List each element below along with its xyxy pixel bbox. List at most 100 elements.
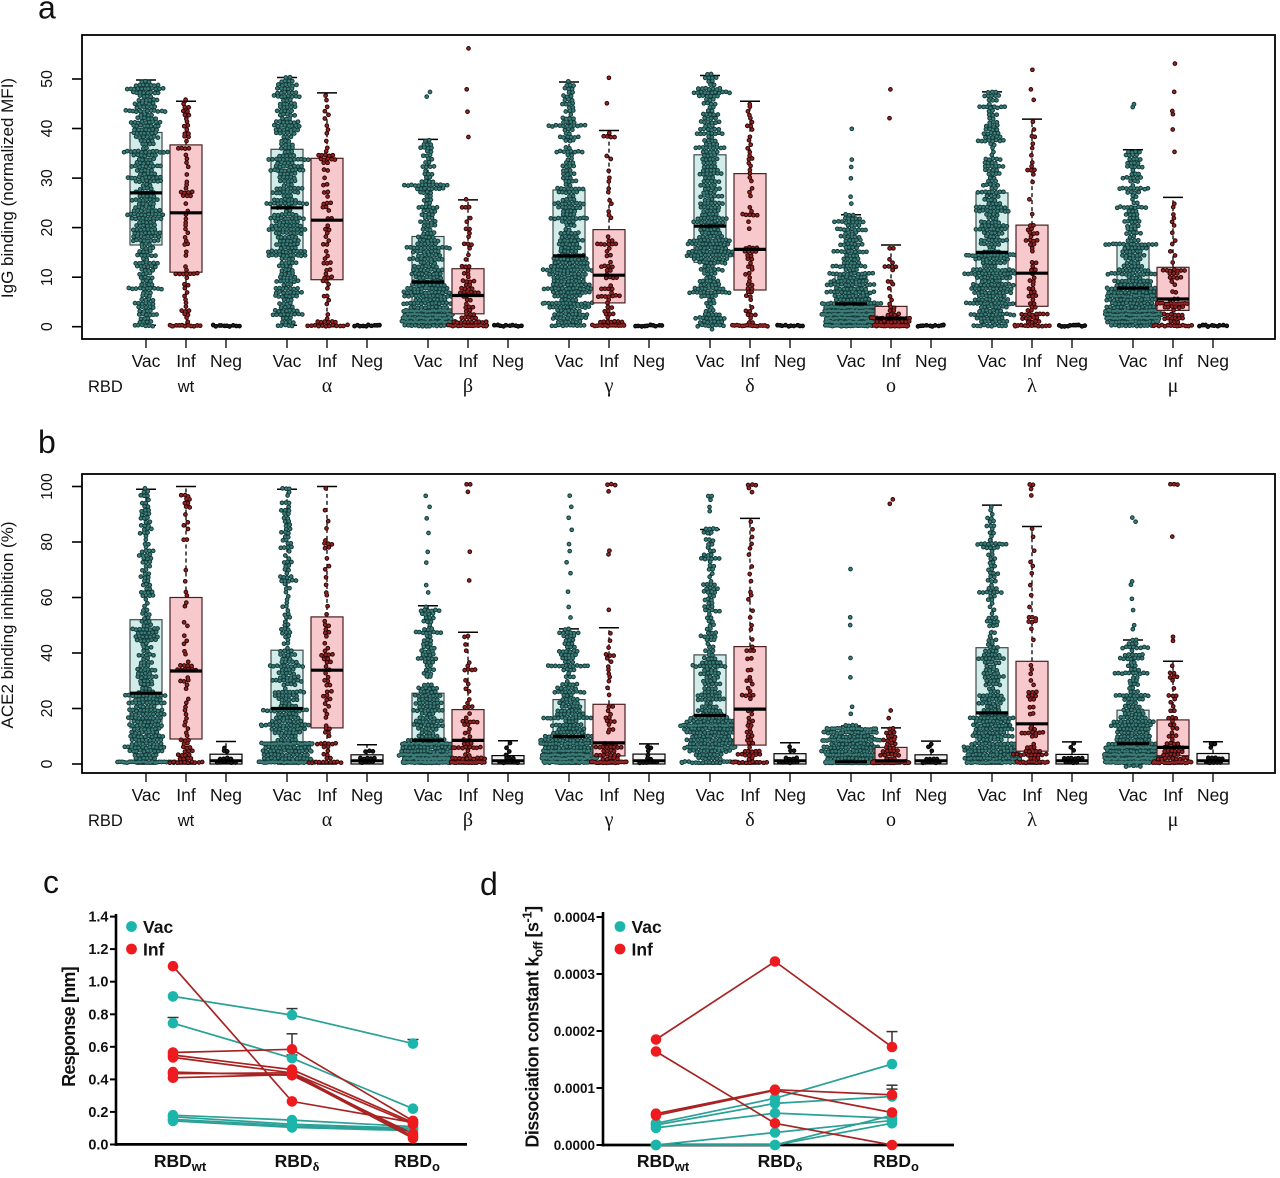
svg-text:Vac: Vac (978, 785, 1007, 805)
svg-text:0.0003: 0.0003 (554, 967, 596, 982)
svg-text:d: d (480, 866, 498, 902)
svg-text:Inf: Inf (1163, 351, 1183, 371)
svg-text:10: 10 (39, 268, 56, 286)
svg-text:RBDo: RBDo (394, 1151, 440, 1174)
svg-text:100: 100 (39, 473, 56, 500)
svg-text:RBDo: RBDo (873, 1151, 919, 1174)
svg-text:Neg: Neg (210, 785, 242, 805)
svg-text:Vac: Vac (1119, 351, 1148, 371)
svg-text:Response [nm]: Response [nm] (59, 967, 79, 1087)
svg-text:Neg: Neg (915, 785, 947, 805)
svg-text:ο: ο (886, 375, 896, 397)
svg-text:Dissociation constant koff [s-: Dissociation constant koff [s-1] (520, 906, 546, 1147)
svg-text:α: α (322, 375, 333, 397)
svg-text:0: 0 (39, 322, 56, 331)
svg-text:β: β (463, 809, 473, 831)
svg-text:Inf: Inf (599, 785, 619, 805)
svg-text:Vac: Vac (414, 785, 443, 805)
svg-text:γ: γ (604, 809, 614, 831)
svg-text:RBD: RBD (88, 378, 123, 396)
svg-text:γ: γ (604, 375, 614, 397)
svg-text:Neg: Neg (1056, 785, 1088, 805)
svg-text:Neg: Neg (210, 351, 242, 371)
svg-text:Vac: Vac (1119, 785, 1148, 805)
svg-text:μ: μ (1168, 809, 1179, 831)
svg-text:λ: λ (1027, 375, 1037, 397)
svg-text:1.2: 1.2 (88, 942, 108, 958)
svg-text:0.0001: 0.0001 (554, 1081, 596, 1096)
svg-text:Neg: Neg (774, 351, 806, 371)
svg-text:ο: ο (886, 809, 896, 831)
svg-text:Vac: Vac (837, 351, 866, 371)
svg-text:λ: λ (1027, 809, 1037, 831)
svg-text:Inf: Inf (881, 351, 901, 371)
svg-text:wt: wt (177, 378, 195, 396)
svg-text:β: β (463, 375, 473, 397)
svg-text:Inf: Inf (317, 351, 337, 371)
svg-text:Inf: Inf (740, 351, 760, 371)
svg-text:40: 40 (39, 120, 56, 138)
svg-text:Inf: Inf (458, 351, 478, 371)
svg-text:40: 40 (39, 644, 56, 662)
svg-text:0.0000: 0.0000 (554, 1138, 595, 1153)
svg-text:Inf: Inf (458, 785, 478, 805)
svg-text:Vac: Vac (632, 917, 662, 937)
svg-text:Inf: Inf (143, 940, 165, 960)
svg-text:Vac: Vac (414, 351, 443, 371)
svg-text:Inf: Inf (1022, 785, 1042, 805)
svg-text:Inf: Inf (1163, 785, 1183, 805)
svg-text:Vac: Vac (555, 785, 584, 805)
svg-text:μ: μ (1168, 375, 1179, 397)
svg-text:Vac: Vac (132, 785, 161, 805)
svg-text:Inf: Inf (632, 940, 654, 960)
svg-text:RBDδ: RBDδ (758, 1151, 803, 1174)
svg-text:Inf: Inf (881, 785, 901, 805)
svg-text:b: b (38, 424, 56, 460)
svg-text:Neg: Neg (492, 351, 524, 371)
svg-text:Neg: Neg (915, 351, 947, 371)
svg-text:0.0004: 0.0004 (554, 910, 596, 925)
svg-text:Inf: Inf (176, 785, 196, 805)
svg-text:Inf: Inf (317, 785, 337, 805)
svg-text:α: α (322, 809, 333, 831)
svg-text:Vac: Vac (143, 917, 173, 937)
svg-text:Neg: Neg (351, 351, 383, 371)
svg-text:Vac: Vac (132, 351, 161, 371)
svg-text:80: 80 (39, 533, 56, 551)
svg-text:Neg: Neg (1197, 785, 1229, 805)
svg-text:50: 50 (39, 70, 56, 88)
svg-text:Inf: Inf (599, 351, 619, 371)
svg-text:a: a (38, 0, 56, 26)
svg-text:Vac: Vac (273, 351, 302, 371)
svg-text:0.4: 0.4 (88, 1072, 108, 1088)
svg-text:Inf: Inf (1022, 351, 1042, 371)
svg-text:ACE2 binding inhibition (%): ACE2 binding inhibition (%) (0, 522, 17, 729)
svg-text:Inf: Inf (176, 351, 196, 371)
svg-text:0: 0 (39, 759, 56, 768)
svg-text:0.0: 0.0 (88, 1138, 108, 1154)
svg-text:Neg: Neg (774, 785, 806, 805)
svg-text:IgG binding (normalized MFI): IgG binding (normalized MFI) (0, 78, 17, 298)
svg-text:RBD: RBD (88, 812, 123, 830)
svg-text:Neg: Neg (1197, 351, 1229, 371)
svg-text:20: 20 (39, 219, 56, 237)
svg-text:Inf: Inf (740, 785, 760, 805)
svg-text:0.8: 0.8 (88, 1007, 108, 1023)
svg-text:Neg: Neg (633, 785, 665, 805)
svg-text:Vac: Vac (696, 351, 725, 371)
svg-text:60: 60 (39, 589, 56, 607)
svg-text:Neg: Neg (633, 351, 665, 371)
svg-text:Vac: Vac (696, 785, 725, 805)
svg-text:1.4: 1.4 (88, 910, 108, 926)
svg-text:δ: δ (745, 809, 754, 831)
svg-text:RBDδ: RBDδ (275, 1151, 320, 1174)
svg-text:30: 30 (39, 169, 56, 187)
svg-text:20: 20 (39, 700, 56, 718)
svg-text:0.0002: 0.0002 (554, 1024, 595, 1039)
svg-text:0.2: 0.2 (88, 1105, 108, 1121)
svg-text:δ: δ (745, 375, 754, 397)
svg-text:Neg: Neg (351, 785, 383, 805)
svg-text:1.0: 1.0 (88, 975, 108, 991)
svg-text:Vac: Vac (555, 351, 584, 371)
svg-text:wt: wt (177, 812, 195, 830)
